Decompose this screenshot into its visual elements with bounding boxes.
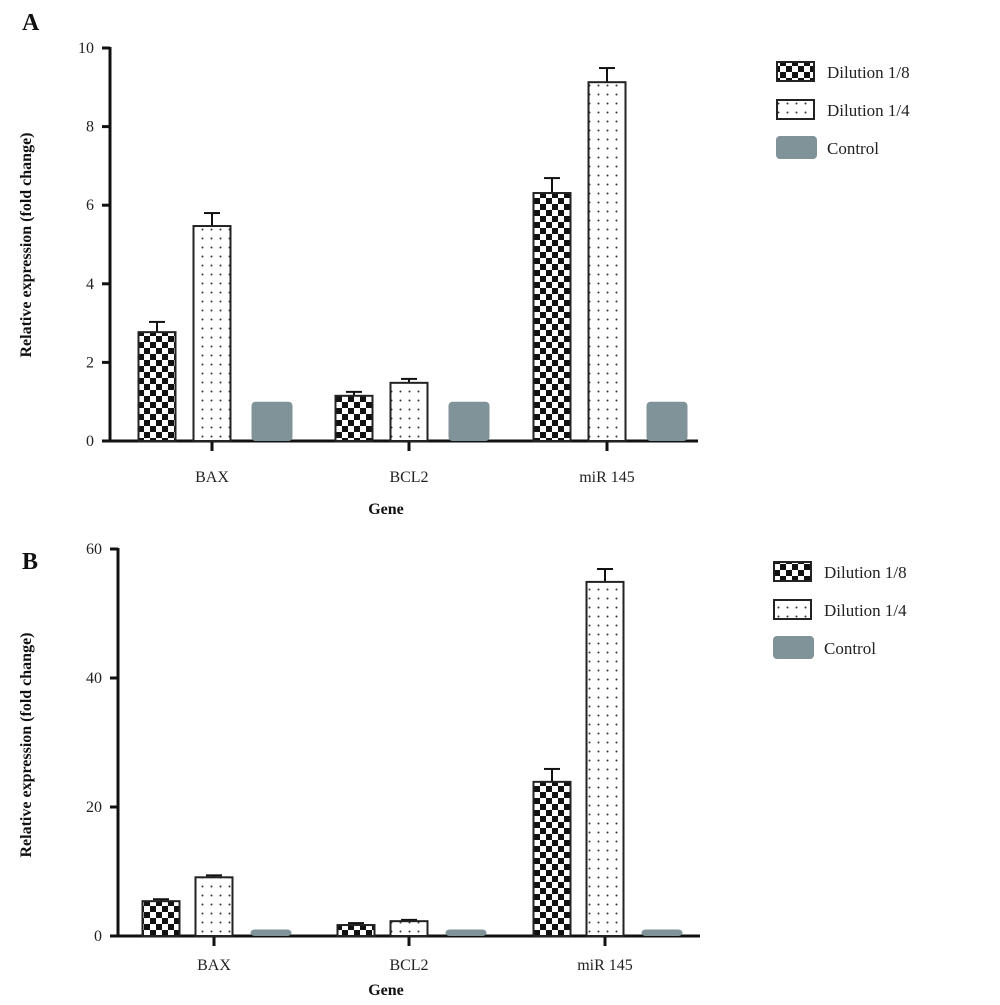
legend-swatch-dilution-1-8 bbox=[773, 561, 812, 582]
bar-dilution-1-4 bbox=[389, 381, 429, 442]
bar-control bbox=[445, 929, 487, 936]
bar-dilution-1-8 bbox=[336, 924, 376, 937]
x-axis-title-b: Gene bbox=[368, 982, 404, 999]
bar-control bbox=[250, 929, 292, 936]
bar-dilution-1-8 bbox=[334, 394, 374, 442]
bar-control bbox=[251, 401, 293, 441]
y-tick-label: 10 bbox=[78, 40, 94, 57]
panel-letter-a: A bbox=[22, 10, 40, 36]
y-tick-label: 6 bbox=[86, 197, 94, 214]
x-tick-label: miR 145 bbox=[577, 957, 633, 974]
legend-swatch-dilution-1-8 bbox=[776, 61, 815, 82]
y-axis-title-a: Relative expression (fold change) bbox=[18, 132, 35, 357]
bar-dilution-1-8 bbox=[141, 900, 181, 937]
bar-dilution-1-8 bbox=[532, 780, 572, 937]
bar-dilution-1-4 bbox=[585, 580, 625, 938]
y-tick-label: 0 bbox=[86, 433, 94, 450]
x-tick-label: BCL2 bbox=[389, 957, 428, 974]
legend-swatch-dilution-1-4 bbox=[773, 599, 812, 620]
bar-dilution-1-4 bbox=[389, 920, 429, 937]
panel-a: A Relative expression (fold change) Gene… bbox=[18, 10, 910, 518]
bar-control bbox=[646, 401, 688, 441]
y-tick-label: 8 bbox=[86, 119, 94, 136]
plot-area-a: 0 2 4 6 8 10 BAX BCL2 miR 145 bbox=[78, 40, 698, 486]
legend-b: Dilution 1/8 Dilution 1/4 Control bbox=[773, 561, 907, 659]
legend-a: Dilution 1/8 Dilution 1/4 Control bbox=[776, 61, 910, 159]
y-tick-label: 40 bbox=[86, 670, 102, 687]
legend-label: Dilution 1/8 bbox=[824, 563, 907, 582]
bar-dilution-1-8 bbox=[137, 331, 177, 443]
legend-label: Dilution 1/8 bbox=[827, 63, 910, 82]
legend-label: Dilution 1/4 bbox=[824, 601, 907, 620]
y-tick-label: 2 bbox=[86, 354, 94, 371]
y-tick-label: 0 bbox=[94, 928, 102, 945]
y-tick-label: 4 bbox=[86, 276, 94, 293]
plot-area-b: 0 20 40 60 BAX BCL2 miR 145 bbox=[86, 541, 700, 974]
x-tick-label: BAX bbox=[195, 469, 229, 486]
y-tick-label: 20 bbox=[86, 799, 102, 816]
bar-dilution-1-4 bbox=[587, 81, 627, 442]
panel-b: B Relative expression (fold change) Gene… bbox=[18, 541, 907, 999]
legend-swatch-control bbox=[776, 136, 817, 159]
panel-letter-b: B bbox=[22, 549, 38, 575]
x-tick-label: miR 145 bbox=[579, 469, 635, 486]
y-axis-title-b: Relative expression (fold change) bbox=[18, 632, 35, 857]
bar-dilution-1-4 bbox=[194, 876, 234, 937]
x-tick-label: BAX bbox=[197, 957, 231, 974]
bar-control bbox=[448, 401, 490, 441]
y-tick-label: 60 bbox=[86, 541, 102, 558]
legend-swatch-control bbox=[773, 636, 814, 659]
bar-dilution-1-4 bbox=[192, 225, 232, 442]
legend-label: Control bbox=[824, 639, 876, 658]
legend-label: Dilution 1/4 bbox=[827, 101, 910, 120]
x-tick-label: BCL2 bbox=[389, 469, 428, 486]
bar-dilution-1-8 bbox=[532, 192, 572, 442]
bar-control bbox=[641, 929, 683, 936]
legend-swatch-dilution-1-4 bbox=[776, 99, 815, 120]
x-axis-title-a: Gene bbox=[368, 501, 404, 518]
legend-label: Control bbox=[827, 139, 879, 158]
